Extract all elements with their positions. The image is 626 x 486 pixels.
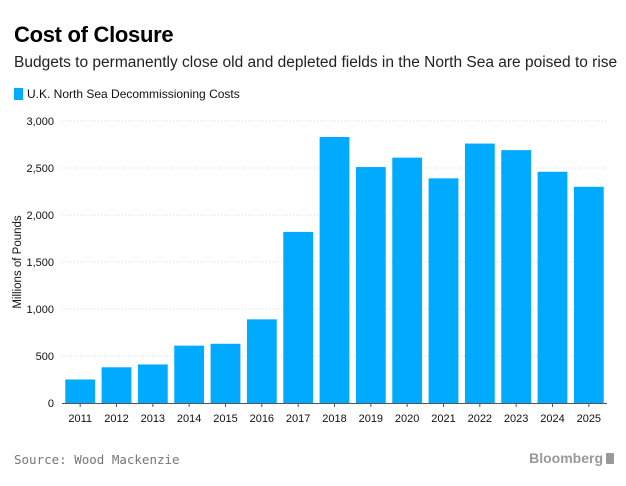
bar	[573, 186, 604, 403]
x-tick-label: 2019	[359, 413, 383, 425]
y-tick-label: 500	[36, 351, 54, 363]
bloomberg-icon	[606, 452, 614, 464]
bar	[210, 343, 241, 403]
bar	[464, 143, 495, 403]
y-axis-title: Millions of Pounds	[12, 215, 24, 309]
x-tick-label: 2021	[431, 413, 455, 425]
x-tick-label: 2020	[395, 413, 419, 425]
bar	[283, 231, 314, 403]
x-tick-label: 2015	[213, 413, 237, 425]
y-tick-label: 3,000	[26, 116, 54, 128]
chart-title: Cost of Closure	[14, 22, 174, 47]
x-tick-label: 2013	[141, 413, 165, 425]
source-note: Source: Wood Mackenzie	[14, 452, 180, 467]
x-tick-label: 2018	[322, 413, 346, 425]
x-tick-label: 2024	[540, 413, 564, 425]
bar-chart: 0 500 1,000 1,500 2,000 2,500 3,000 2011 2012 201…	[12, 116, 607, 425]
x-tick-label: 2014	[177, 413, 201, 425]
x-tick-label: 2023	[504, 413, 528, 425]
y-tick-label: 1,000	[26, 304, 54, 316]
x-tick-label: 2016	[250, 413, 274, 425]
x-tick-label: 2011	[68, 413, 92, 425]
bar	[101, 367, 132, 403]
y-tick-label: 1,500	[26, 257, 54, 269]
bar	[137, 364, 168, 403]
legend-label: U.K. North Sea Decommissioning Costs	[27, 87, 240, 101]
x-tick-label: 2025	[577, 413, 601, 425]
y-tick-label: 2,500	[26, 163, 54, 175]
bar	[537, 171, 568, 403]
y-tick-label: 0	[48, 398, 54, 410]
chart-subtitle: Budgets to permanently close old and dep…	[14, 54, 618, 71]
bar	[428, 178, 459, 403]
bar	[355, 167, 386, 403]
x-tick-label: 2012	[104, 413, 128, 425]
bar	[501, 150, 532, 403]
legend-swatch	[14, 88, 23, 100]
bar	[65, 379, 96, 403]
bar	[246, 319, 277, 403]
x-tick-label: 2022	[468, 413, 492, 425]
x-tick-label: 2017	[286, 413, 310, 425]
brand-logo: Bloomberg	[529, 450, 614, 466]
bar	[319, 136, 350, 404]
bar	[392, 157, 423, 403]
brand-name: Bloomberg	[529, 450, 603, 466]
bar	[174, 345, 205, 403]
legend: U.K. North Sea Decommissioning Costs	[14, 87, 240, 101]
y-tick-label: 2,000	[26, 210, 54, 222]
